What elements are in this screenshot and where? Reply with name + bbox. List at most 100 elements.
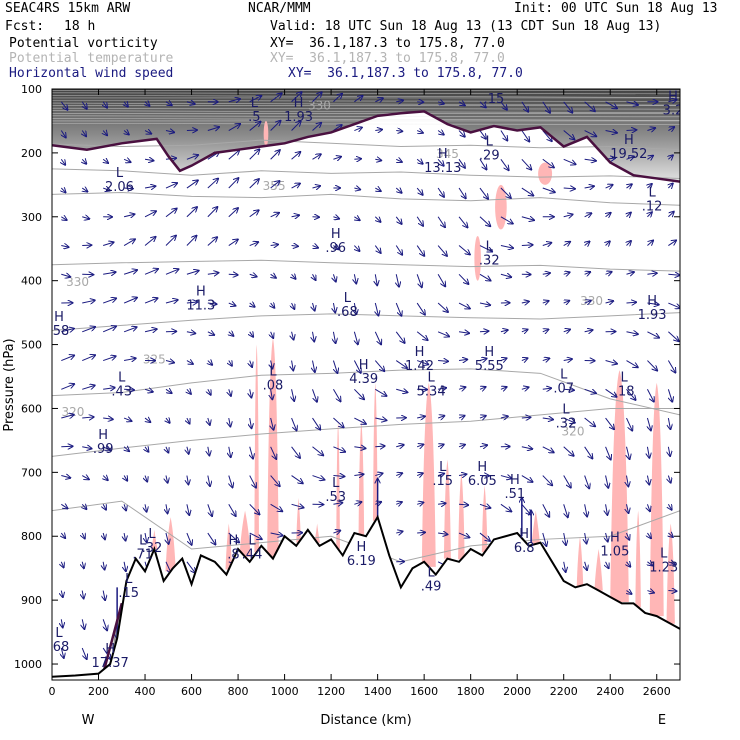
wind-vector: [61, 590, 62, 598]
wind-vector: [563, 188, 575, 189]
wind-vector: [375, 159, 381, 160]
extreme-value: 11.3: [186, 298, 215, 313]
wind-vector: [229, 389, 231, 396]
extreme-type: H: [477, 460, 487, 475]
wind-vector: [312, 123, 322, 131]
wind-vector: [584, 186, 594, 188]
extreme-type: L: [332, 476, 340, 491]
extreme-value: 1.93: [638, 308, 667, 323]
wind-vector: [82, 217, 89, 219]
wind-vector: [584, 330, 593, 332]
wind-vector: [500, 216, 513, 224]
extreme-value: .15: [118, 586, 139, 601]
wind-vector: [605, 131, 617, 133]
wind-vector: [82, 447, 91, 449]
wind-vector: [626, 156, 634, 159]
wind-vector: [291, 246, 298, 247]
wind-vector: [667, 360, 675, 373]
wind-vector: [521, 387, 529, 389]
wind-vector: [605, 446, 611, 460]
wind-vector: [395, 331, 404, 343]
extreme-type: L: [269, 364, 277, 379]
wind-vector: [187, 389, 191, 394]
wind-vector: [668, 475, 670, 483]
x-tick-label: 200: [88, 685, 109, 698]
x-tick-label: 400: [135, 685, 156, 698]
wind-vector: [166, 418, 170, 423]
init-time: Init: 00 UTC Sun 18 Aug 13: [514, 1, 718, 16]
wind-vector: [228, 208, 238, 218]
extreme-value: 19.52: [610, 147, 647, 162]
extreme-value: .15: [484, 92, 505, 107]
wind-vector: [81, 476, 89, 480]
wind-vector: [102, 188, 110, 190]
wind-vector: [144, 186, 155, 188]
field-name-pv: Potential vorticity: [9, 36, 158, 51]
wind-vector: [103, 619, 107, 630]
high-pv-column: [358, 421, 365, 535]
wind-vector: [186, 302, 197, 303]
wind-vector: [207, 237, 217, 246]
wind-vector: [186, 532, 192, 545]
wind-vector: [333, 446, 345, 452]
extreme-type: H: [294, 96, 304, 111]
wind-vector: [647, 446, 649, 458]
wind-vector: [82, 101, 87, 109]
extreme-value: .68: [337, 305, 358, 320]
wind-vector: [207, 179, 218, 189]
wind-vector: [605, 388, 617, 397]
wind-vector: [668, 184, 672, 189]
wind-vector: [333, 531, 340, 533]
wind-vector: [564, 532, 566, 545]
extreme-type: H: [356, 540, 366, 555]
wind-vector: [437, 102, 444, 104]
wind-vector: [606, 475, 609, 488]
theta-label: 345: [436, 147, 459, 161]
extreme-type: H: [359, 358, 369, 373]
extreme-value: .58: [49, 324, 70, 339]
extreme-type: H: [519, 527, 529, 542]
wind-vector: [249, 274, 257, 276]
wind-vector: [626, 272, 634, 274]
wind-vector: [313, 246, 319, 248]
high-pv-streak: [538, 162, 553, 185]
wind-vector: [396, 473, 402, 475]
wind-vector: [458, 359, 467, 360]
x-tick-label: 600: [181, 685, 202, 698]
extreme-type: L: [248, 534, 256, 549]
wind-vector: [229, 417, 231, 426]
wind-vector: [333, 274, 335, 281]
theta-label: 320: [562, 424, 585, 438]
extreme-type: L: [439, 460, 447, 475]
wind-vector: [145, 447, 148, 452]
wind-vector: [145, 102, 149, 106]
wind-vector: [228, 504, 236, 516]
high-pv-column: [576, 536, 584, 587]
wind-vector: [144, 211, 156, 218]
wind-vector: [563, 359, 572, 360]
wind-vector: [354, 127, 362, 130]
wind-vector: [250, 303, 255, 307]
wind-vector: [542, 358, 550, 360]
wind-vector: [60, 101, 67, 110]
wind-vector: [103, 561, 104, 570]
wind-vector: [396, 531, 402, 533]
wind-vector: [61, 647, 63, 658]
x-tick-label: 1000: [271, 685, 299, 698]
wind-vector: [354, 245, 359, 252]
wind-vector: [479, 245, 492, 252]
wind-vector: [395, 360, 407, 368]
extreme-type: H: [647, 294, 657, 309]
extreme-type: H: [415, 345, 425, 360]
wind-vector: [144, 298, 157, 304]
wind-vector: [668, 417, 670, 429]
terrain-fill: [52, 517, 680, 680]
wind-vector: [249, 122, 261, 131]
wind-vector: [312, 389, 317, 401]
wind-vector: [647, 303, 658, 305]
wind-vector: [521, 417, 531, 418]
pv-contour-line: [52, 107, 680, 110]
wind-vector: [563, 475, 571, 488]
extreme-type: H: [668, 90, 678, 105]
extreme-value: 3.2: [663, 104, 684, 119]
